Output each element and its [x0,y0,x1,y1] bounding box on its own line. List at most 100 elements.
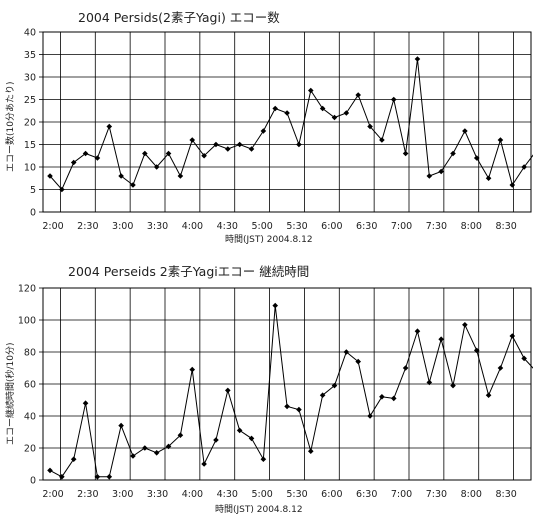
data-point [177,173,184,179]
data-point [165,150,172,157]
data-point [165,443,172,450]
data-point [70,159,77,166]
data-point [59,474,65,480]
x-tick-label: 4:00 [182,489,203,500]
x-tick-label: 3:00 [112,221,133,232]
x-tick-label: 2:00 [42,221,63,232]
data-point [473,347,480,354]
data-point [296,141,302,148]
data-point [367,123,373,130]
data-point [106,123,113,130]
chart-1-x-ticks: 2:00 2:30 3:00 3:30 4:00 4:30 5:00 5:30 6:00 6:30… [42,221,516,232]
chart-2-x-ticks: 2:00 2:30 3:00 3:30 4:00 4:30 5:00 5:30 6:00 6:30… [42,489,516,500]
chart-1-x-axis-label: 時間(JST) 2004.8.12 [225,234,313,245]
x-tick-label: 8:00 [461,489,482,500]
data-point [473,155,480,161]
data-point [106,474,113,480]
data-point [236,427,243,434]
data-point [248,435,255,442]
data-point [426,173,433,179]
y-tick-label: 15 [24,140,36,151]
data-point [284,110,290,116]
data-point [485,392,492,398]
data-point [225,146,231,152]
data-point [414,328,421,334]
data-point [189,137,196,143]
y-tick-label: 0 [30,476,36,487]
data-point [462,322,468,328]
data-point [438,336,444,342]
data-point [153,164,160,170]
y-tick-label: 80 [24,348,36,359]
data-point [355,358,361,365]
y-tick-label: 60 [24,380,36,391]
data-point [426,379,433,386]
data-point [379,137,385,143]
x-tick-label: 5:30 [286,489,307,500]
series-line [49,305,533,478]
data-point [390,96,397,103]
x-tick-label: 7:30 [426,489,447,500]
data-point [509,182,516,188]
data-point [307,448,314,454]
data-point [236,141,243,148]
x-tick-label: 8:00 [461,221,482,232]
data-point [225,387,231,394]
x-tick-label: 2:00 [42,489,63,500]
data-point [201,461,207,467]
data-point [189,366,196,373]
data-point [307,87,314,94]
x-tick-label: 6:30 [356,221,377,232]
chart-1-series [47,56,533,193]
data-point [213,141,219,148]
data-point [414,56,421,62]
y-tick-label: 120 [18,284,36,295]
data-point [390,395,397,402]
data-point [142,445,148,451]
data-point [201,152,207,159]
data-point [82,400,89,406]
data-point [521,355,527,362]
data-point [142,150,148,157]
data-point [130,453,136,459]
x-tick-label: 7:00 [391,221,412,232]
data-point [82,150,89,157]
data-point [94,474,101,480]
data-point [213,437,219,443]
x-tick-label: 4:30 [217,489,238,500]
chart-2-title: 2004 Perseids 2素子Yagiエコー 継続時間 [68,264,309,279]
data-point [450,382,456,389]
data-point [379,394,385,400]
data-point [521,164,527,170]
data-point [462,128,468,134]
data-point [47,173,53,179]
x-tick-label: 6:00 [321,221,342,232]
y-tick-label: 100 [18,316,36,327]
data-point [497,365,504,371]
x-tick-label: 6:00 [321,489,342,500]
data-point [343,349,350,355]
data-point [260,456,267,462]
y-tick-label: 10 [24,163,36,174]
data-point [153,450,160,456]
y-tick-label: 20 [24,444,36,455]
x-tick-label: 4:00 [182,221,203,232]
data-point [248,146,255,152]
data-point [319,392,326,398]
y-tick-label: 20 [24,118,36,129]
data-point [272,302,279,309]
x-tick-label: 5:00 [251,489,272,500]
chart-1-y-axis-label: エコー数(10分あたり) [4,82,16,172]
data-point [94,155,101,161]
chart-2-grid [39,287,532,481]
data-point [296,406,302,413]
data-point [59,186,65,193]
x-tick-label: 8:30 [495,221,516,232]
x-tick-label: 5:00 [251,221,272,232]
data-point [438,168,444,175]
data-point [331,382,338,389]
data-point [260,128,267,134]
x-tick-label: 7:00 [391,489,412,500]
x-tick-label: 7:30 [426,221,447,232]
